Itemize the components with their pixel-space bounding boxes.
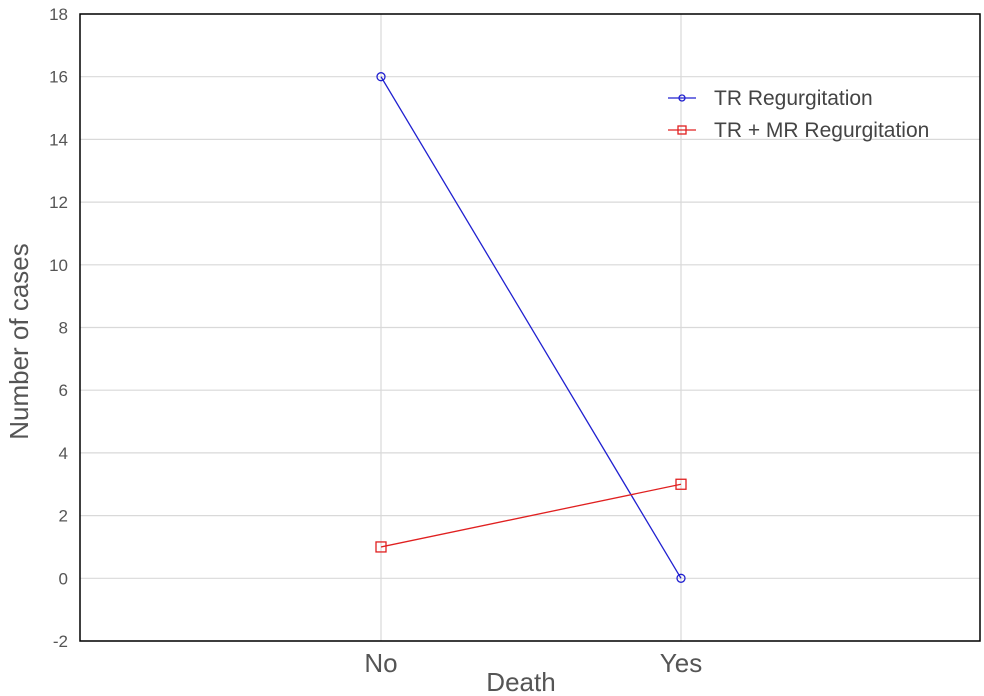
y-tick-label: 0 xyxy=(59,569,68,588)
y-tick-label: 16 xyxy=(49,68,68,87)
series-line-1 xyxy=(380,483,682,548)
y-tick-label: 10 xyxy=(49,256,68,275)
legend: TR Regurgitation TR + MR Regurgitation xyxy=(668,87,929,142)
series-layer xyxy=(375,72,687,583)
x-axis-label: Death xyxy=(486,667,555,696)
legend-marker xyxy=(677,125,687,135)
data-point xyxy=(376,72,386,82)
y-tick-label: 4 xyxy=(59,444,68,463)
legend-marker xyxy=(678,94,686,102)
y-tick-label: 2 xyxy=(59,507,68,526)
y-tick-label: 12 xyxy=(49,193,68,212)
data-point xyxy=(676,573,686,583)
x-tick-label: Yes xyxy=(660,648,702,678)
legend-label: TR + MR Regurgitation xyxy=(714,119,929,142)
y-tick-label: -2 xyxy=(53,632,68,651)
y-axis-ticks: -2 0 2 4 6 8 10 12 14 16 18 xyxy=(49,5,68,651)
y-tick-label: 18 xyxy=(49,5,68,24)
x-axis-ticks: No Yes xyxy=(364,648,702,678)
plot-frame xyxy=(79,13,981,642)
legend-label: TR Regurgitation xyxy=(714,87,873,110)
y-axis-label: Number of cases xyxy=(4,243,34,440)
y-tick-label: 6 xyxy=(59,381,68,400)
y-tick-label: 14 xyxy=(49,130,68,149)
data-point xyxy=(675,478,687,490)
data-point xyxy=(375,541,387,553)
x-tick-label: No xyxy=(364,648,397,678)
y-tick-label: 8 xyxy=(59,319,68,338)
